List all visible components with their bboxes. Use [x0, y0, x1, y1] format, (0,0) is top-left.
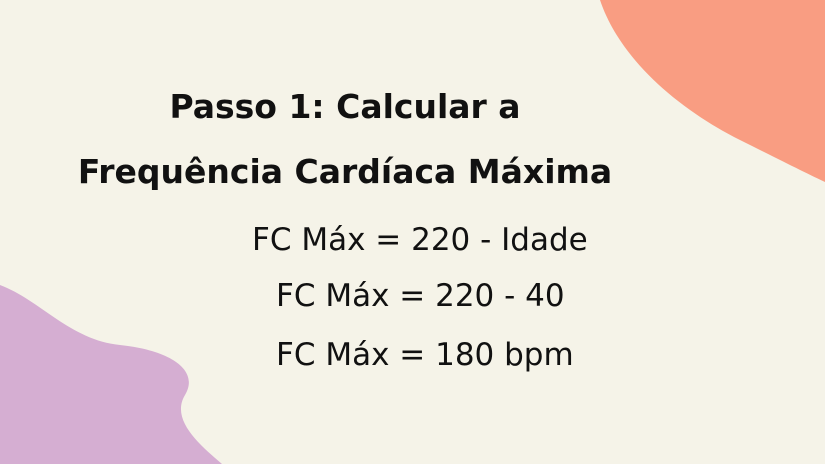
- title-line-1: Passo 1: Calcular a: [169, 87, 521, 126]
- title-line-2: Frequência Cardíaca Máxima: [77, 152, 613, 191]
- purple-blob: [0, 285, 222, 464]
- coral-blob: [600, 0, 825, 182]
- formula-1: FC Máx = 220 - Idade: [252, 222, 588, 258]
- formula-2: FC Máx = 220 - 40: [276, 278, 565, 314]
- formula-3: FC Máx = 180 bpm: [276, 337, 574, 373]
